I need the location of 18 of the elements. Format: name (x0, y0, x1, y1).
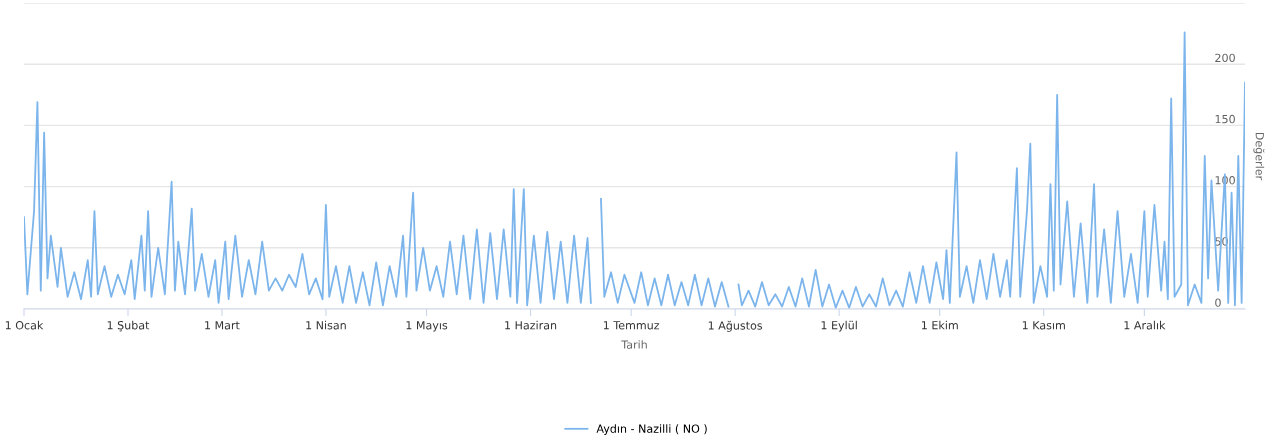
x-tick-label: 1 Mayıs (406, 321, 448, 332)
x-tick-label: 1 Haziran (505, 320, 557, 330)
x-tick-label: 1 Ağustos (708, 320, 763, 332)
x-tick-label: 1 Ocak (5, 320, 44, 330)
legend-label: Aydın - Nazilli ( NO ) (596, 424, 707, 435)
y-tick-label: 0 (1215, 298, 1221, 307)
x-tick-label: 1 Ekim (921, 320, 958, 330)
x-tick-label: 1 Nisan (306, 320, 346, 330)
x-tick-label: 1 Eylül (821, 320, 857, 332)
x-axis-title: Tarih (621, 340, 647, 349)
x-tick-label: 1 Mart (205, 321, 240, 330)
x-tick-label: 1 Temmuz (603, 321, 660, 330)
y-tick-label: 200 (1215, 53, 1235, 63)
x-tick-label: 1 Kasım (1022, 321, 1065, 330)
y-axis-title: Değerler (1253, 132, 1265, 181)
x-tick-label: 1 Şubat (107, 320, 150, 332)
y-tick-label: 150 (1215, 114, 1235, 124)
x-tick-label: 1 Aralık (1124, 320, 1166, 330)
